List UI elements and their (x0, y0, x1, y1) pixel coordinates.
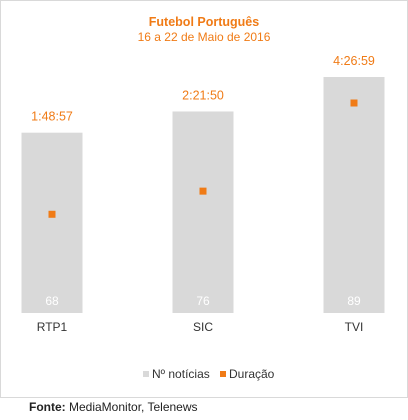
duration-marker-sic (199, 187, 207, 195)
x-tick-label: RTP1 (37, 320, 68, 334)
source-note: Fonte: MediaMonitor, Telenews (29, 400, 198, 414)
source-label: Fonte: (29, 400, 66, 414)
chart-legend: Nº notícias Duração (143, 367, 275, 381)
duration-label: 2:21:50 (182, 88, 224, 102)
legend-swatch-noticias (143, 371, 149, 377)
duration-marker-tvi (350, 99, 358, 107)
bar-tvi (323, 77, 385, 313)
bar-rtp1 (21, 132, 83, 313)
bar-value-label: 68 (45, 294, 59, 308)
chart-title: Futebol Português (149, 15, 259, 29)
x-tick-label: TVI (345, 320, 364, 334)
chart-subtitle: 16 a 22 de Maio de 2016 (138, 30, 271, 44)
chart-frame: Futebol Português 16 a 22 de Maio de 201… (0, 0, 408, 398)
bar-value-label: 89 (347, 294, 361, 308)
duration-label: 1:48:57 (31, 110, 73, 124)
legend-label-noticias: Nº notícias (152, 367, 210, 381)
legend-label-duracao: Duração (229, 367, 275, 381)
legend-swatch-duracao (220, 371, 226, 377)
chart: Futebol Português 16 a 22 de Maio de 201… (21, 15, 385, 381)
bar-sic (172, 111, 234, 313)
source-text: MediaMonitor, Telenews (69, 400, 198, 414)
x-tick-label: SIC (193, 320, 213, 334)
bar-value-label: 76 (196, 294, 210, 308)
duration-label: 4:26:59 (333, 54, 375, 68)
duration-marker-rtp1 (48, 210, 56, 218)
